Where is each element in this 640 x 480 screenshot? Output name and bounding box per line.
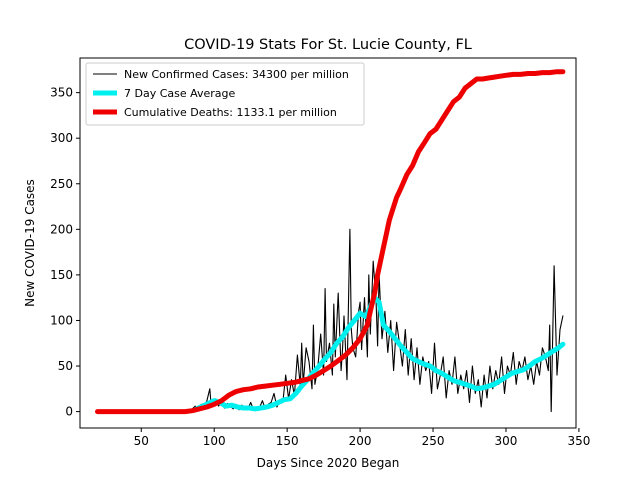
x-axis-ticks: 50 100 150 200 250 300 350 <box>134 428 590 448</box>
y-axis-label: New COVID-19 Cases <box>23 179 37 307</box>
y-tick-label: 150 <box>50 268 73 282</box>
y-tick-label: 300 <box>50 131 73 145</box>
y-tick-label: 200 <box>50 222 73 236</box>
y-tick-label: 0 <box>65 405 73 419</box>
legend-label-0: New Confirmed Cases: 34300 per million <box>124 68 349 81</box>
x-tick-label: 350 <box>567 434 590 448</box>
plot-series-group <box>95 69 566 415</box>
chart-title: COVID-19 Stats For St. Lucie County, FL <box>184 37 472 53</box>
y-tick-label: 100 <box>50 313 73 327</box>
legend-box <box>85 62 365 126</box>
x-tick-label: 150 <box>276 434 299 448</box>
legend-label-2: Cumulative Deaths: 1133.1 per million <box>124 106 337 119</box>
x-tick-label: 50 <box>134 434 149 448</box>
x-tick-label: 100 <box>203 434 226 448</box>
y-tick-label: 50 <box>58 359 73 373</box>
series-line-2 <box>95 69 566 415</box>
legend: New Confirmed Cases: 34300 per million 7 … <box>85 62 365 126</box>
x-tick-label: 200 <box>349 434 372 448</box>
y-tick-label: 350 <box>50 86 73 100</box>
legend-label-1: 7 Day Case Average <box>124 87 236 100</box>
x-axis-label: Days Since 2020 Began <box>257 456 400 470</box>
y-axis-ticks: 0 50 100 150 200 250 300 350 <box>50 86 80 419</box>
series-line-1 <box>194 295 566 412</box>
x-tick-label: 250 <box>422 434 445 448</box>
plot-area-frame <box>79 57 577 429</box>
x-tick-label: 300 <box>495 434 518 448</box>
y-tick-label: 250 <box>50 177 73 191</box>
